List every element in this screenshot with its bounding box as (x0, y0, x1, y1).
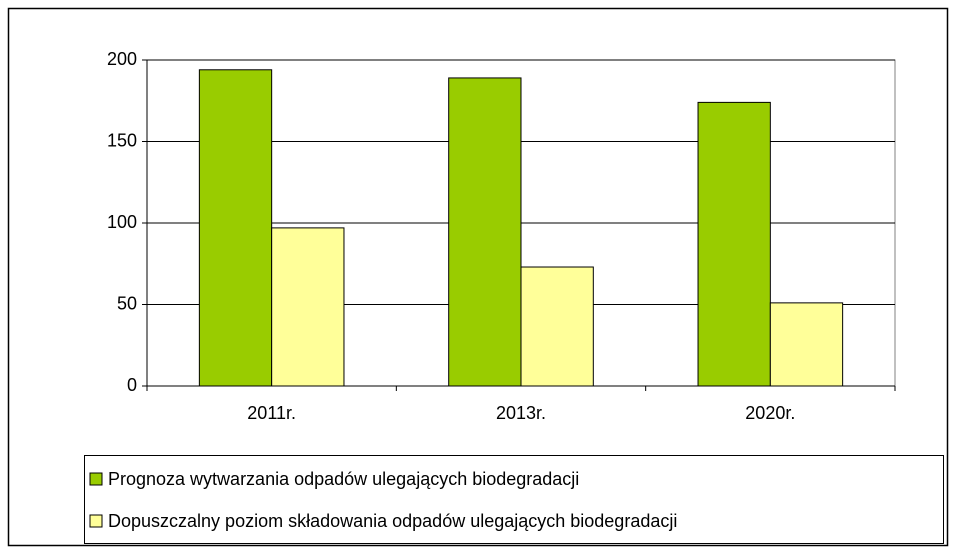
y-tick-label: 0 (127, 375, 137, 395)
x-tick-label: 2020r. (745, 403, 795, 423)
y-tick-label: 50 (117, 293, 137, 313)
bar (448, 77, 522, 387)
legend-label: Dopuszczalny poziom składowania odpadów … (108, 511, 677, 531)
bar (697, 101, 771, 387)
y-tick-label: 200 (107, 49, 137, 69)
legend-swatch (89, 472, 103, 486)
legend-box (84, 455, 944, 544)
bar (769, 302, 844, 387)
bar (520, 266, 594, 387)
legend-label: Prognoza wytwarzania odpadów ulegających… (108, 469, 579, 489)
bar (271, 227, 345, 387)
x-tick-label: 2013r. (496, 403, 546, 423)
bar (198, 69, 273, 387)
y-tick-label: 150 (107, 130, 137, 150)
legend-swatch (89, 514, 103, 528)
y-tick-label: 100 (107, 212, 137, 232)
x-tick-label: 2011r. (247, 403, 296, 423)
